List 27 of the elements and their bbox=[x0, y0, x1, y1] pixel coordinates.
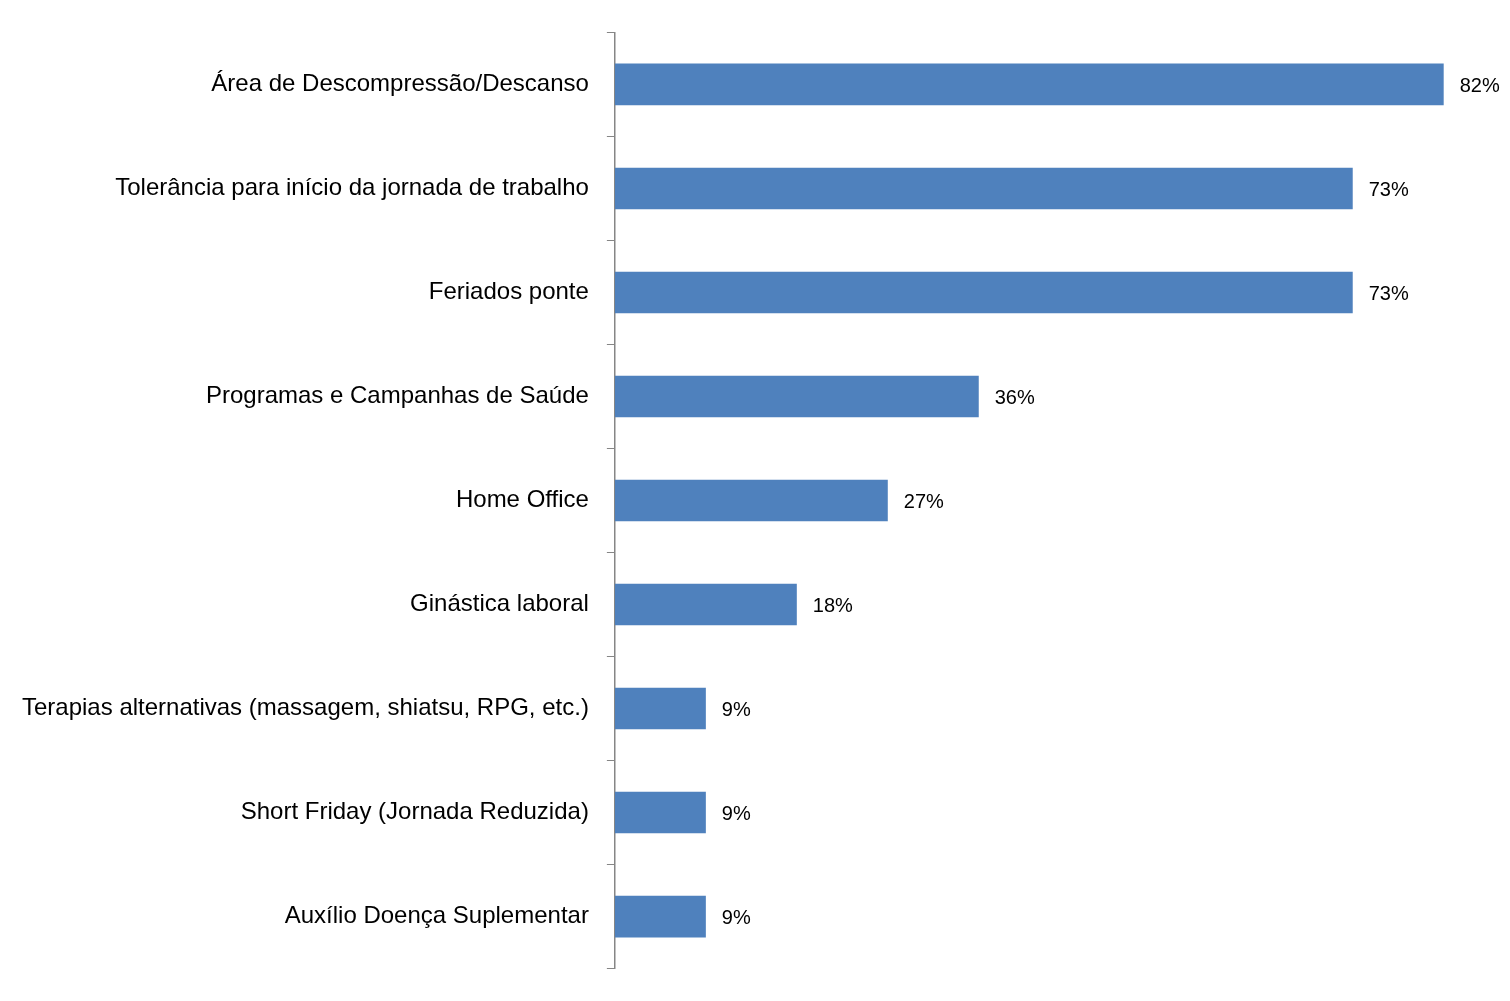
y-tick-label: Home Office bbox=[455, 485, 589, 513]
y-tick-label: Short Friday (Jornada Reduzida) bbox=[240, 797, 589, 825]
data-label: 73% bbox=[1368, 281, 1409, 304]
data-label: 73% bbox=[1368, 177, 1409, 200]
bar bbox=[614, 895, 706, 938]
data-label: 9% bbox=[721, 906, 751, 929]
y-tick-label: Auxílio Doença Suplementar bbox=[284, 901, 589, 929]
y-tick-label: Ginástica laboral bbox=[410, 589, 589, 617]
data-label: 9% bbox=[721, 698, 751, 721]
y-tick-label: Programas e Campanhas de Saúde bbox=[205, 381, 589, 409]
data-label: 82% bbox=[1459, 73, 1500, 96]
bar bbox=[614, 583, 797, 626]
bar bbox=[614, 63, 1444, 106]
data-label: 36% bbox=[994, 385, 1035, 408]
y-tick-label: Terapias alternativas (massagem, shiatsu, RPG, etc.) bbox=[21, 693, 589, 721]
bar bbox=[614, 375, 979, 418]
data-label: 18% bbox=[812, 594, 854, 617]
bar bbox=[614, 479, 888, 522]
data-label: 27% bbox=[903, 490, 945, 513]
data-label: 9% bbox=[721, 802, 751, 825]
y-tick-label: Feriados ponte bbox=[428, 277, 589, 305]
bar bbox=[614, 687, 706, 730]
bar bbox=[614, 271, 1353, 314]
y-tick-label: Área de Descompressão/Descanso bbox=[211, 69, 589, 97]
y-tick-label: Tolerância para início da jornada de trabalho bbox=[115, 173, 589, 201]
bar bbox=[614, 167, 1353, 210]
bar bbox=[614, 791, 706, 834]
